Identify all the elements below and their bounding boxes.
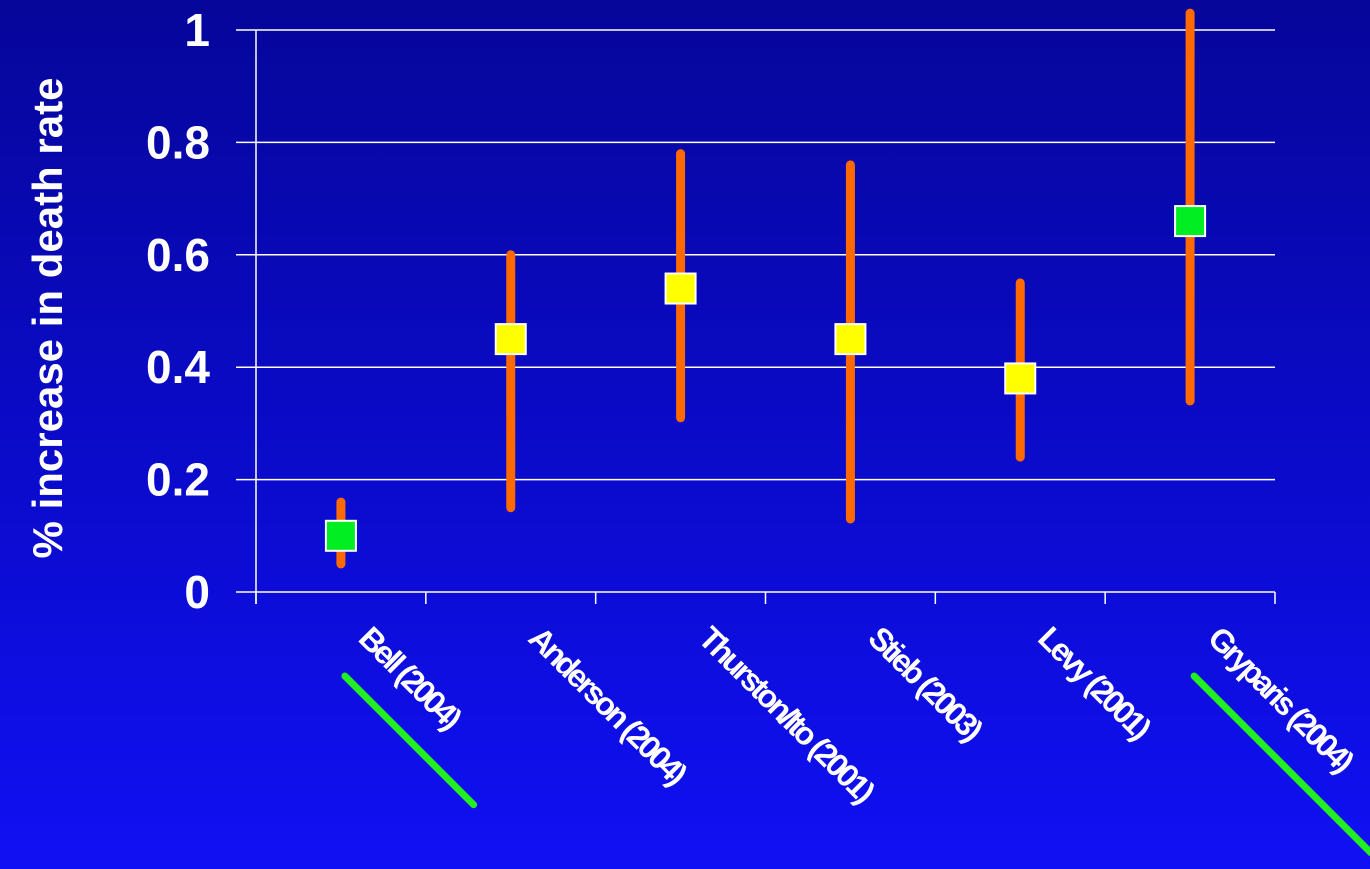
y-tick-label: 0.2 xyxy=(146,454,210,506)
label-underline xyxy=(1190,672,1370,857)
point-marker xyxy=(1004,362,1037,395)
category-label: Anderson (2004) xyxy=(522,619,695,792)
y-tick-label: 0.8 xyxy=(146,116,210,168)
point-marker xyxy=(664,272,697,305)
gridlines xyxy=(236,29,1275,593)
category-label: Bell (2004) xyxy=(352,619,469,736)
category-labels: Bell (2004) Anderson (2004)Thurston/Ito (… xyxy=(341,619,1370,857)
label-underline xyxy=(341,672,478,809)
y-tick-label: 0 xyxy=(184,566,210,618)
point-markers xyxy=(324,205,1207,552)
point-marker xyxy=(1174,205,1207,238)
y-tick-label: 0.4 xyxy=(146,341,210,393)
axes: 0 0.2 0.4 0.6 0.8 1 xyxy=(146,4,1276,618)
category-label: Gryparis (2004) xyxy=(1201,619,1361,779)
y-tick-label: 1 xyxy=(184,4,210,56)
point-marker xyxy=(494,323,527,356)
y-axis-title: % increase in death rate xyxy=(24,78,71,559)
point-marker xyxy=(834,323,867,356)
category-label: Levy (2001) xyxy=(1031,619,1158,746)
category-label: Stieb (2003) xyxy=(861,619,990,748)
point-marker xyxy=(324,519,357,552)
category-label: Thurston/Ito (2001) xyxy=(692,619,882,809)
y-tick-label: 0.6 xyxy=(146,229,210,281)
error-bars xyxy=(336,8,1195,569)
